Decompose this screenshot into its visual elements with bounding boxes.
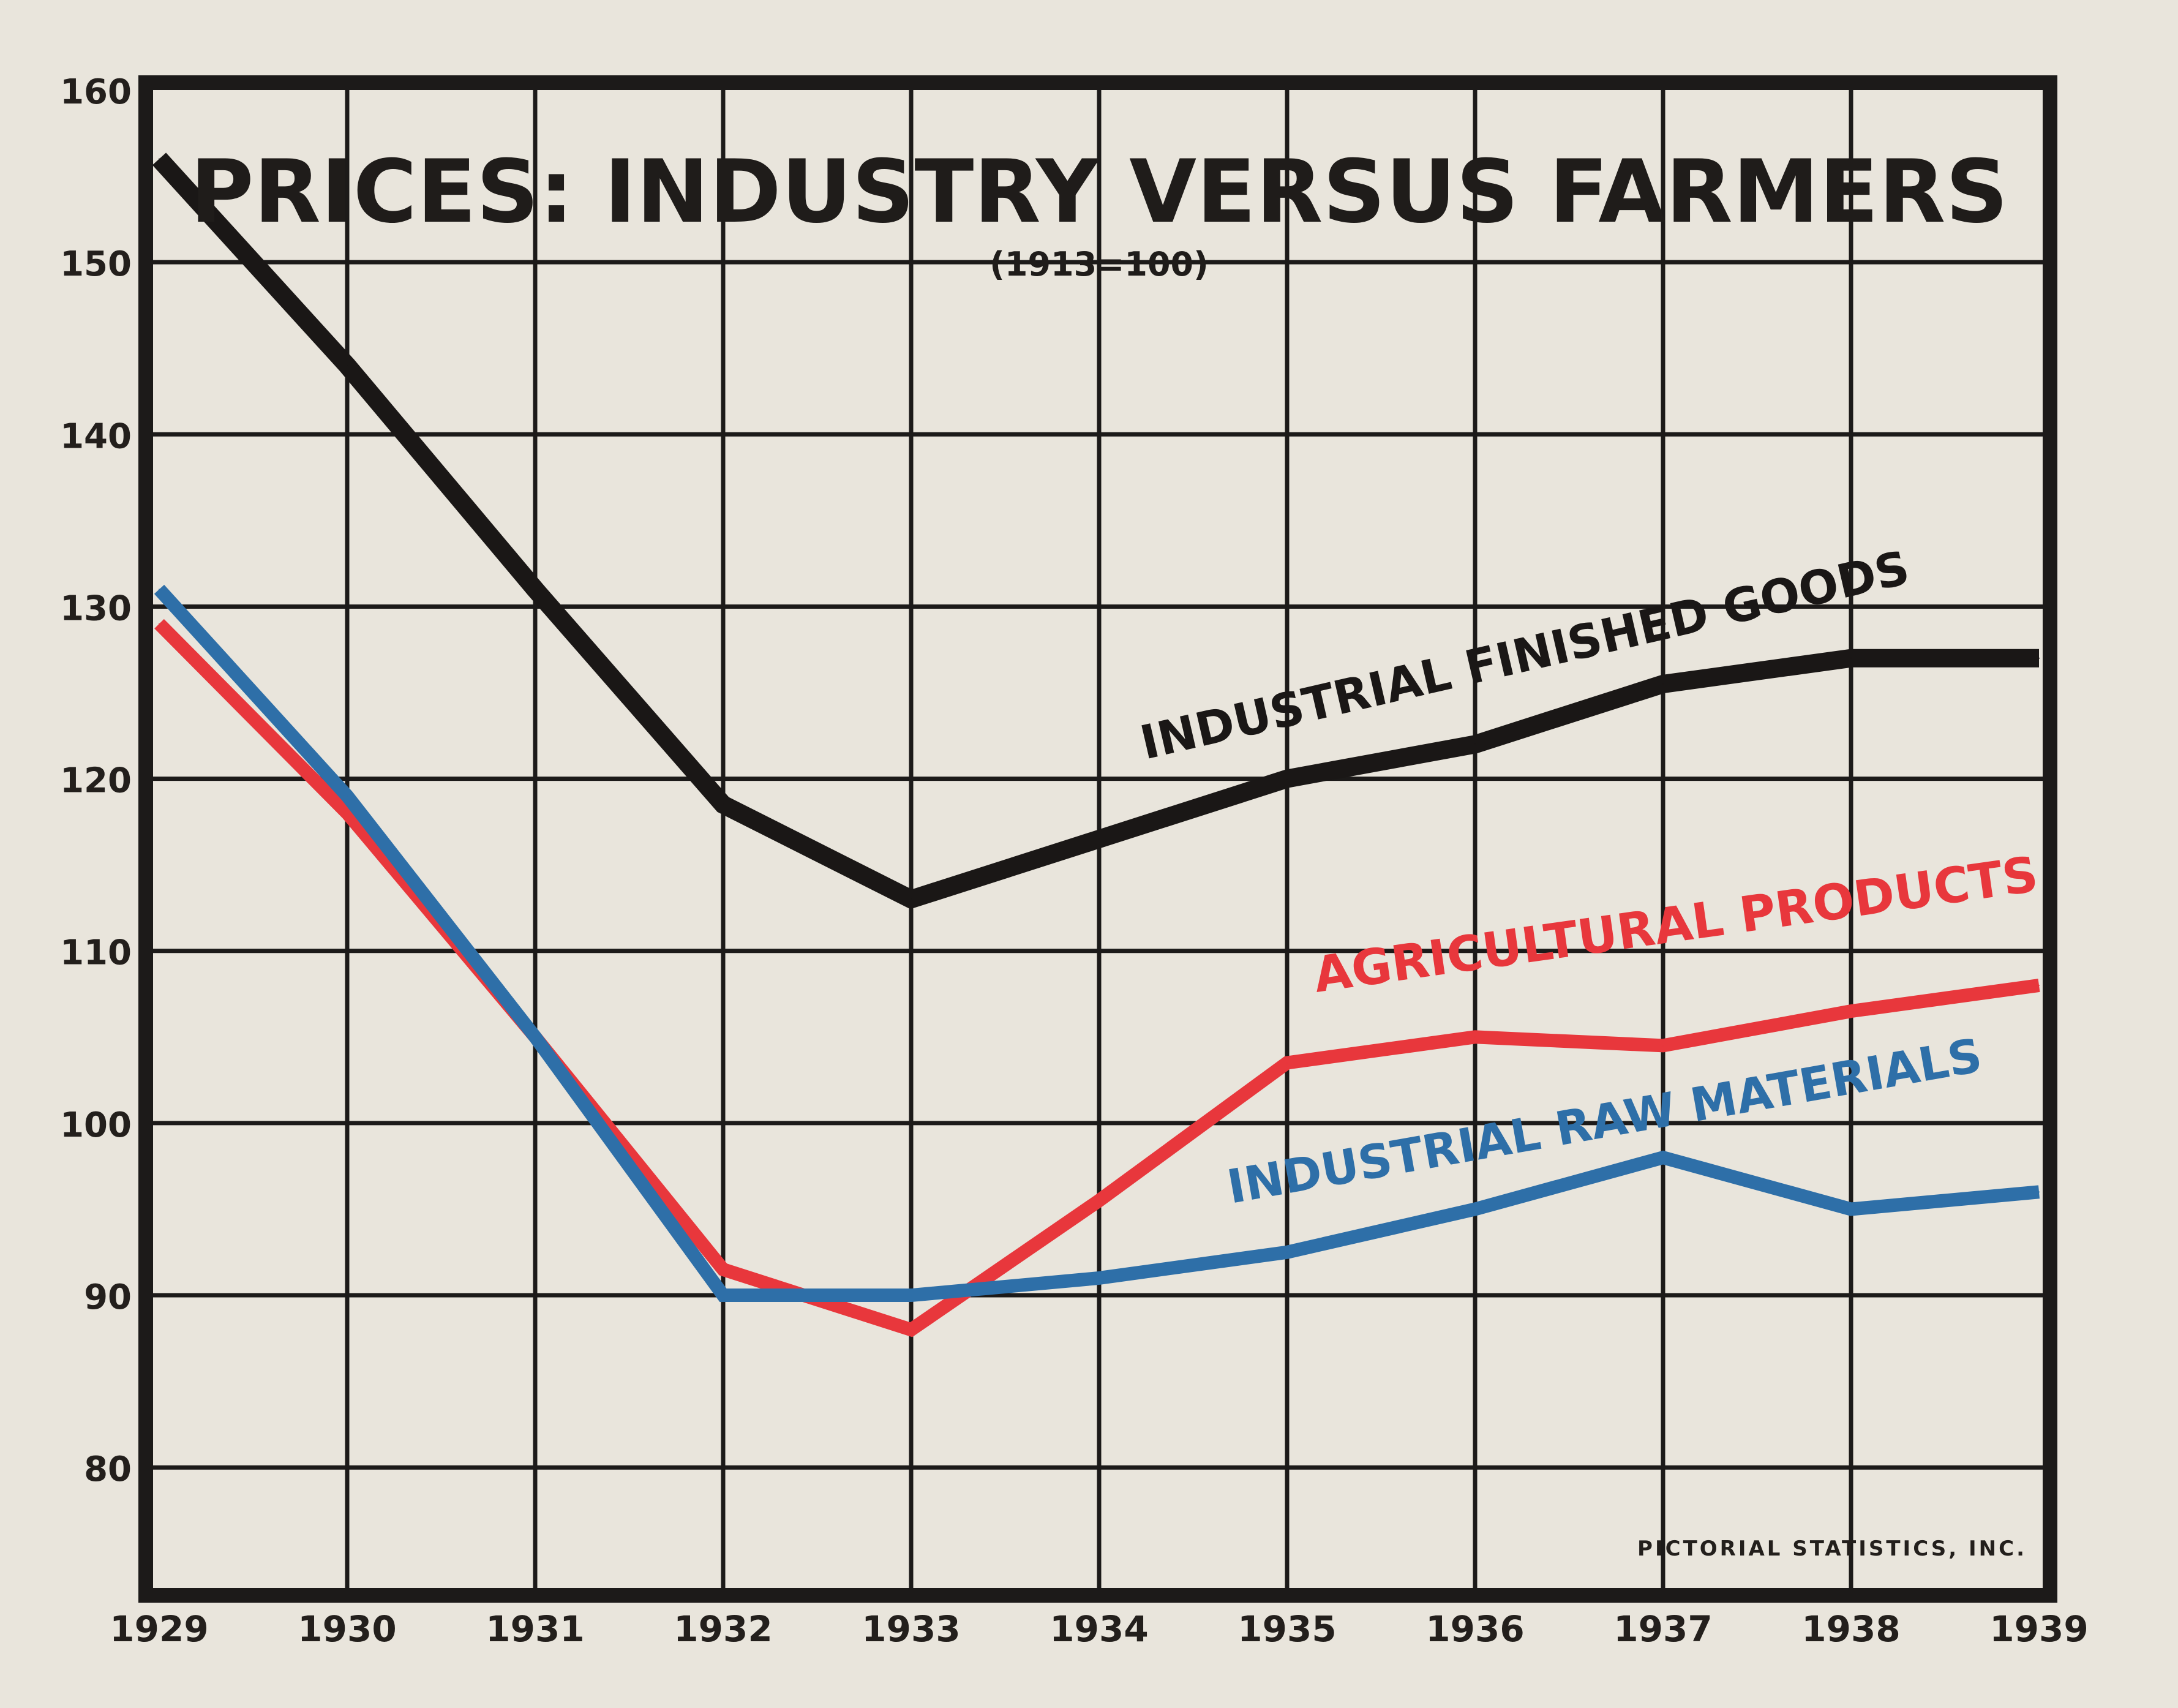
data-point — [1662, 1045, 1664, 1047]
credit-label: PICTORIAL STATISTICS, INC. — [1637, 1537, 2027, 1561]
x-tick-label: 1929 — [110, 1608, 208, 1650]
y-tick-label: 110 — [60, 933, 132, 973]
data-point — [723, 1268, 724, 1270]
data-point — [2038, 984, 2040, 986]
data-point — [1662, 683, 1664, 685]
data-point — [347, 812, 348, 814]
data-point — [159, 158, 160, 160]
data-point — [535, 589, 536, 590]
y-tick-label: 160 — [60, 72, 132, 112]
x-tick-label: 1933 — [862, 1608, 960, 1650]
data-point — [1850, 1010, 1852, 1012]
chart-title: PRICES: INDUSTRY VERSUS FARMERS — [190, 141, 2008, 243]
x-tick-label: 1935 — [1237, 1608, 1336, 1650]
data-point — [723, 803, 724, 805]
x-tick-label: 1932 — [674, 1608, 772, 1650]
y-tick-label: 120 — [60, 761, 132, 801]
y-axis-tick-labels: 80 90 100 110 120 130 140 150 160 — [60, 72, 132, 1489]
chart-subtitle: (1913=100) — [989, 245, 1209, 284]
grid — [153, 90, 2043, 1588]
data-point — [2038, 1191, 2040, 1193]
plot-frame — [138, 75, 2057, 1603]
x-tick-label: 1934 — [1050, 1608, 1148, 1650]
data-point — [911, 898, 912, 900]
data-point — [1286, 1251, 1288, 1253]
data-point — [1474, 743, 1476, 745]
data-point — [723, 1295, 724, 1296]
data-point — [1098, 838, 1100, 840]
data-point — [535, 1036, 536, 1038]
data-point — [1662, 1157, 1664, 1159]
data-point — [1474, 1036, 1476, 1038]
data-point — [159, 623, 160, 625]
data-point — [2038, 657, 2040, 659]
x-tick-label: 1939 — [1989, 1608, 2088, 1650]
y-tick-label: 90 — [84, 1277, 132, 1317]
data-point — [1286, 778, 1288, 780]
series-lines — [152, 152, 2040, 1337]
data-point — [1474, 1208, 1476, 1210]
data-point — [1098, 1200, 1100, 1202]
data-point — [1850, 657, 1852, 659]
data-point — [347, 364, 348, 366]
data-point — [159, 589, 160, 590]
x-tick-label: 1936 — [1425, 1608, 1524, 1650]
y-tick-label: 150 — [60, 244, 132, 284]
y-tick-label: 140 — [60, 416, 132, 456]
y-tick-label: 100 — [60, 1105, 132, 1145]
data-point — [1850, 1208, 1852, 1210]
x-tick-label: 1930 — [298, 1608, 396, 1650]
y-tick-label: 80 — [84, 1450, 132, 1489]
data-point — [1098, 1277, 1100, 1279]
y-tick-label: 130 — [60, 589, 132, 628]
data-point — [911, 1295, 912, 1296]
x-axis-tick-labels: 1929 1930 1931 1932 1933 1934 1935 1936 1937 1938… — [110, 1608, 2088, 1650]
x-tick-label: 1931 — [486, 1608, 584, 1650]
data-point — [1286, 1062, 1288, 1064]
data-point — [911, 1329, 912, 1331]
data-point — [347, 795, 348, 797]
x-tick-label: 1938 — [1801, 1608, 1900, 1650]
x-tick-label: 1937 — [1613, 1608, 1712, 1650]
